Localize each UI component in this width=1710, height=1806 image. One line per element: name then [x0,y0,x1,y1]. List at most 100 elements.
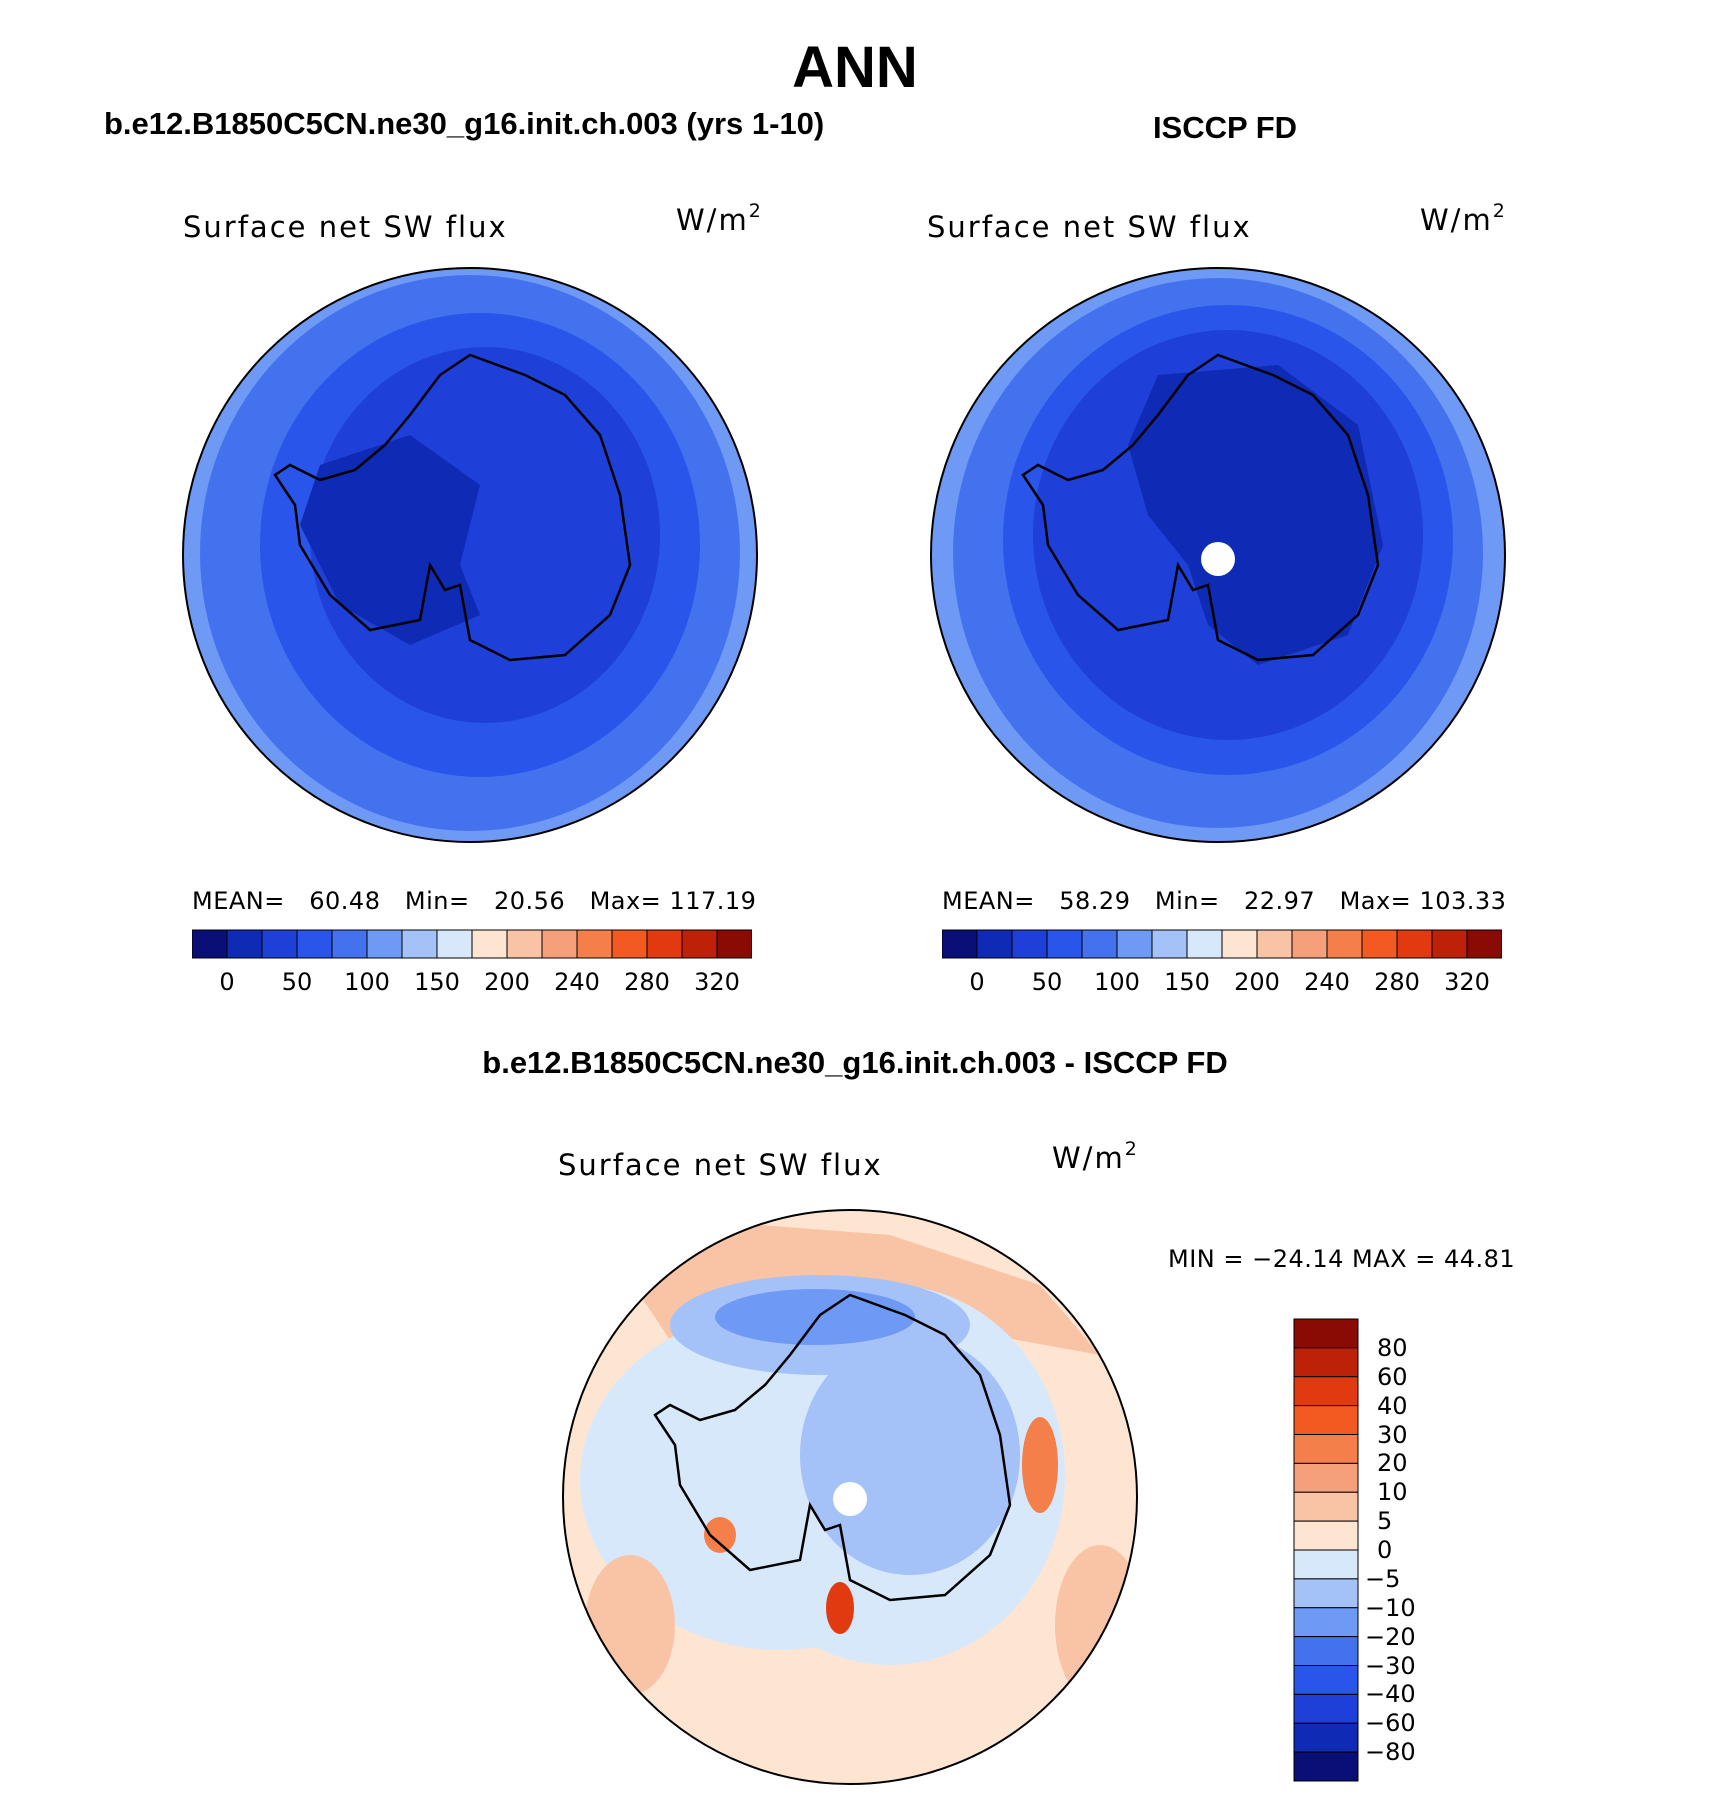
diff-contour-pos-sw [585,1555,675,1695]
colorbar-tick-label: 100 [344,968,390,996]
diff-antarctica-outline [653,1293,1012,1602]
model-antarctica-outline [273,353,632,662]
diff-colorbar-swatch [1293,1665,1359,1695]
obs-antarctica-outline [1021,353,1380,662]
colorbar-tick-label: 240 [554,968,600,996]
model-case-title: b.e12.B1850C5CN.ne30_g16.init.ch.003 (yr… [104,106,825,141]
diff-colorbar-tick-label: 0 [1377,1536,1393,1564]
diff-colorbar-ticks: 80 60 40 30 20 10 5 0 −5 −10 −20 −30 −40 −60 −80 [1365,1317,1485,1785]
colorbar-swatch [366,929,403,959]
obs-units-label: W/m2 [1420,200,1507,237]
colorbar-swatch [1186,929,1223,959]
diff-colorbar-tick-label: −30 [1365,1651,1416,1680]
colorbar-swatch [226,929,263,959]
colorbar-tick-label: 320 [694,968,740,996]
diff-contour-pos-west [704,1517,736,1553]
diff-polar-map [562,1209,1138,1785]
diff-colorbar-swatch [1293,1491,1359,1522]
figure-title: ANN [792,35,918,100]
colorbar-swatch [401,929,438,959]
colorbar-swatch [1256,929,1293,959]
colorbar-swatch [1326,929,1363,959]
diff-contour-neg-d [715,1289,915,1345]
colorbar-swatch [192,929,228,959]
colorbar-swatch [1396,929,1433,959]
colorbar-swatch [1466,929,1502,959]
colorbar-swatch [506,929,543,959]
obs-contour-low [1128,365,1383,665]
model-colorbar-ticks: 0 50 100 150 200 240 280 320 [192,968,752,998]
diff-colorbar-tick-label: −10 [1365,1593,1416,1622]
colorbar-swatch [716,929,752,959]
diff-colorbar-tick-label: 40 [1377,1391,1408,1420]
colorbar-tick-label: 0 [969,968,985,996]
colorbar-tick-label: 100 [1094,968,1140,996]
colorbar-swatch [576,929,613,959]
colorbar-swatch [1221,929,1258,959]
colorbar-swatch [1081,929,1118,959]
colorbar-tick-label: 150 [414,968,460,996]
colorbar-tick-label: 50 [281,968,313,996]
diff-colorbar-tick-label: −5 [1365,1564,1401,1593]
colorbar-tick-label: 320 [1444,968,1490,996]
colorbar-swatch [1431,929,1468,959]
colorbar-swatch [942,929,978,959]
obs-case-title: ISCCP FD [1152,110,1298,145]
diff-colorbar-swatch [1293,1405,1359,1435]
diff-contour-pos-se [1055,1545,1137,1705]
diff-colorbar-swatch [1293,1693,1359,1724]
colorbar-swatch [296,929,333,959]
colorbar-swatch [611,929,648,959]
colorbar-swatch [1011,929,1048,959]
diff-colorbar-tick-label: 60 [1377,1362,1408,1391]
model-stats: MEAN= 60.48 Min= 20.56 Max= 117.19 [192,887,757,915]
colorbar-tick-label: 280 [624,968,670,996]
diff-colorbar-tick-label: −80 [1365,1738,1416,1767]
diff-colorbar-swatch [1293,1462,1359,1493]
diff-colorbar-swatch [1293,1751,1359,1782]
colorbar-swatch [541,929,578,959]
diff-colorbar-swatch [1293,1520,1359,1551]
colorbar-swatch [1151,929,1188,959]
diff-colorbar-tick-label: −20 [1365,1622,1416,1651]
diff-colorbar-swatch [1293,1636,1359,1666]
diff-polar-hole [833,1482,867,1516]
diff-contour-pos-peak [826,1582,854,1634]
colorbar-swatch [331,929,368,959]
colorbar-tick-label: 280 [1374,968,1420,996]
colorbar-tick-label: 0 [219,968,235,996]
colorbar-tick-label: 150 [1164,968,1210,996]
diff-colorbar-swatch [1293,1578,1359,1609]
diff-colorbar-swatch [1293,1347,1359,1378]
colorbar-tick-label: 200 [484,968,530,996]
obs-polar-hole [1201,542,1235,576]
diff-colorbar-swatch [1293,1722,1359,1753]
model-variable-label: Surface net SW flux [183,210,508,244]
model-contour-low [300,435,480,645]
obs-colorbar-ticks: 0 50 100 150 200 240 280 320 [942,968,1502,998]
diff-colorbar-tick-label: 10 [1377,1478,1408,1507]
diff-colorbar-tick-label: 5 [1377,1507,1393,1536]
diff-colorbar-tick-label: 30 [1377,1420,1408,1449]
colorbar-tick-label: 200 [1234,968,1280,996]
diff-case-title: b.e12.B1850C5CN.ne30_g16.init.ch.003 - I… [482,1045,1228,1080]
obs-polar-map [930,267,1506,843]
colorbar-swatch [976,929,1013,959]
diff-map-border [562,1209,1138,1785]
model-map-border [182,267,758,843]
diff-colorbar-swatch [1293,1376,1359,1407]
colorbar-swatch [646,929,683,959]
obs-colorbar [942,929,1502,959]
obs-map-border [930,267,1506,843]
colorbar-swatch [1361,929,1398,959]
colorbar-swatch [1291,929,1328,959]
diff-colorbar-tick-label: −60 [1365,1709,1416,1738]
colorbar-swatch [1116,929,1153,959]
diff-colorbar-tick-label: 80 [1377,1333,1408,1362]
diff-colorbar-tick-label: −40 [1365,1680,1416,1709]
diff-minmax: MIN = −24.14 MAX = 44.81 [1168,1245,1516,1273]
colorbar-swatch [261,929,298,959]
colorbar-swatch [436,929,473,959]
model-polar-map [182,267,758,843]
diff-colorbar-tick-label: 20 [1377,1449,1408,1478]
